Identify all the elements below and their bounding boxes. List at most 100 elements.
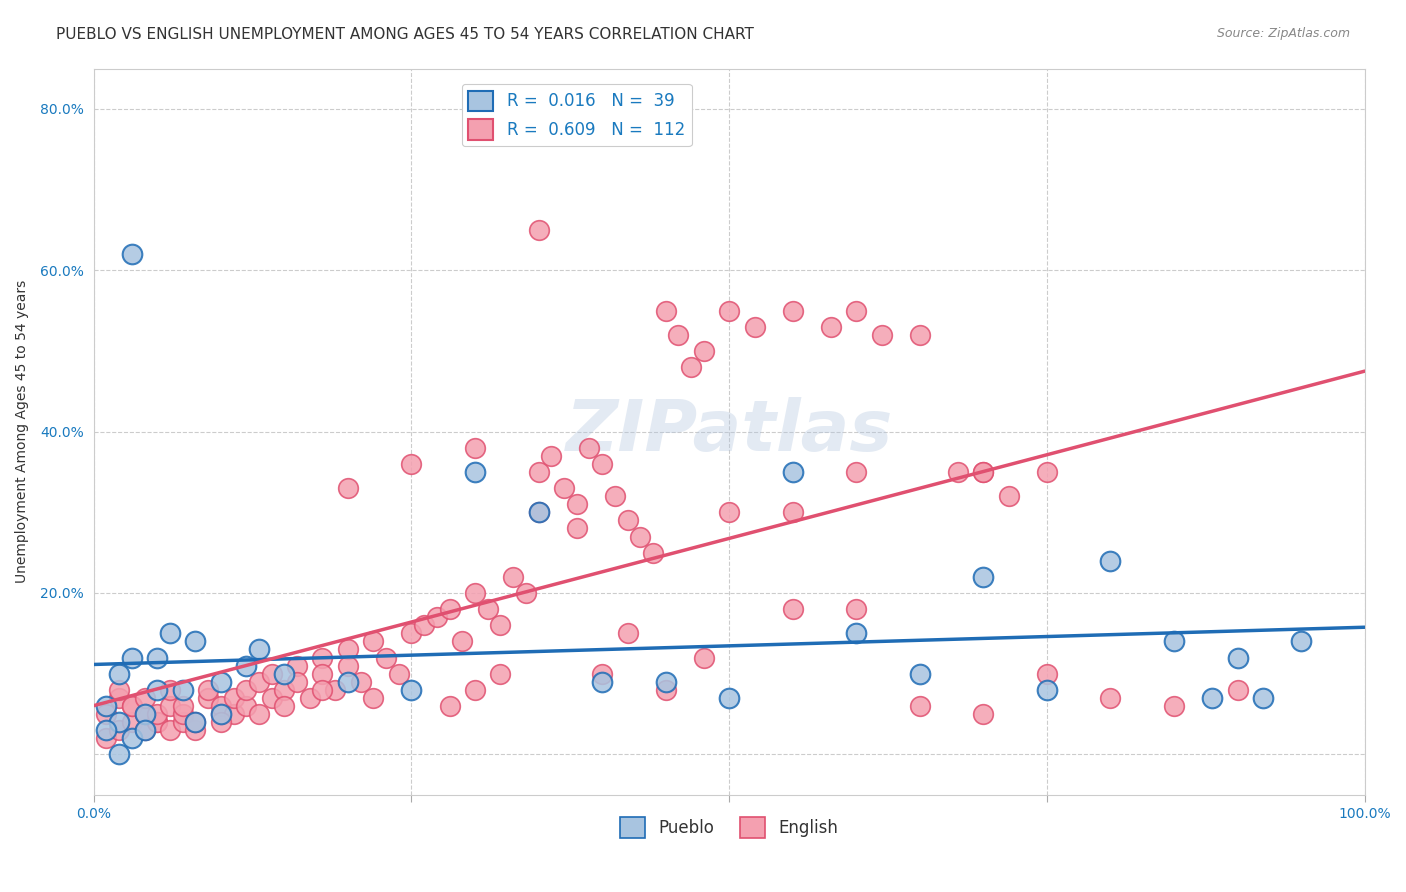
Point <box>146 715 169 730</box>
Point <box>565 521 588 535</box>
Point <box>209 698 232 713</box>
Point <box>298 690 321 705</box>
Point <box>782 465 804 479</box>
Point <box>908 698 931 713</box>
Point <box>146 715 169 730</box>
Point <box>96 706 118 721</box>
Point <box>121 650 143 665</box>
Point <box>591 457 613 471</box>
Point <box>477 602 499 616</box>
Point <box>172 715 194 730</box>
Point <box>908 327 931 342</box>
Point <box>641 546 664 560</box>
Point <box>121 698 143 713</box>
Point <box>1036 682 1059 697</box>
Point <box>285 658 308 673</box>
Point <box>578 441 600 455</box>
Point <box>235 658 257 673</box>
Point <box>273 666 295 681</box>
Point <box>1099 690 1122 705</box>
Point <box>1226 650 1249 665</box>
Point <box>311 682 333 697</box>
Point <box>464 586 486 600</box>
Point <box>744 319 766 334</box>
Point <box>1163 698 1185 713</box>
Point <box>591 674 613 689</box>
Point <box>401 682 423 697</box>
Point <box>464 441 486 455</box>
Point <box>222 690 245 705</box>
Point <box>363 634 385 648</box>
Point <box>845 602 868 616</box>
Point <box>401 457 423 471</box>
Point <box>681 360 703 375</box>
Point <box>363 690 385 705</box>
Point <box>108 723 131 738</box>
Point <box>108 666 131 681</box>
Point <box>108 690 131 705</box>
Point <box>311 650 333 665</box>
Point <box>184 715 207 730</box>
Point <box>146 706 169 721</box>
Point <box>540 449 562 463</box>
Point <box>515 586 537 600</box>
Point <box>527 223 550 237</box>
Point <box>209 715 232 730</box>
Point <box>845 303 868 318</box>
Point <box>782 505 804 519</box>
Point <box>108 682 131 697</box>
Point <box>159 723 181 738</box>
Point <box>260 666 283 681</box>
Point <box>336 674 359 689</box>
Point <box>489 618 512 632</box>
Point <box>527 465 550 479</box>
Point <box>591 666 613 681</box>
Point <box>654 303 676 318</box>
Point <box>502 570 524 584</box>
Point <box>693 650 716 665</box>
Point <box>311 666 333 681</box>
Point <box>273 682 295 697</box>
Point <box>235 698 257 713</box>
Point <box>718 505 741 519</box>
Point <box>235 682 257 697</box>
Point <box>1036 666 1059 681</box>
Point <box>845 465 868 479</box>
Point <box>1163 634 1185 648</box>
Point <box>159 626 181 640</box>
Point <box>565 497 588 511</box>
Point <box>782 602 804 616</box>
Point <box>172 682 194 697</box>
Point <box>628 529 651 543</box>
Point <box>336 658 359 673</box>
Point <box>401 626 423 640</box>
Point <box>388 666 411 681</box>
Point <box>273 698 295 713</box>
Point <box>134 690 156 705</box>
Point <box>134 723 156 738</box>
Point <box>260 690 283 705</box>
Point <box>222 706 245 721</box>
Point <box>134 706 156 721</box>
Point <box>1226 682 1249 697</box>
Point <box>616 626 638 640</box>
Point <box>718 690 741 705</box>
Point <box>693 343 716 358</box>
Point <box>323 682 346 697</box>
Point <box>972 465 994 479</box>
Point <box>209 706 232 721</box>
Point <box>247 706 270 721</box>
Point <box>972 465 994 479</box>
Point <box>782 303 804 318</box>
Point <box>946 465 969 479</box>
Text: PUEBLO VS ENGLISH UNEMPLOYMENT AMONG AGES 45 TO 54 YEARS CORRELATION CHART: PUEBLO VS ENGLISH UNEMPLOYMENT AMONG AGE… <box>56 27 754 42</box>
Point <box>197 682 219 697</box>
Point <box>666 327 689 342</box>
Point <box>527 505 550 519</box>
Point <box>1201 690 1223 705</box>
Point <box>349 674 371 689</box>
Point <box>96 731 118 746</box>
Point <box>439 698 461 713</box>
Point <box>184 715 207 730</box>
Point <box>1289 634 1312 648</box>
